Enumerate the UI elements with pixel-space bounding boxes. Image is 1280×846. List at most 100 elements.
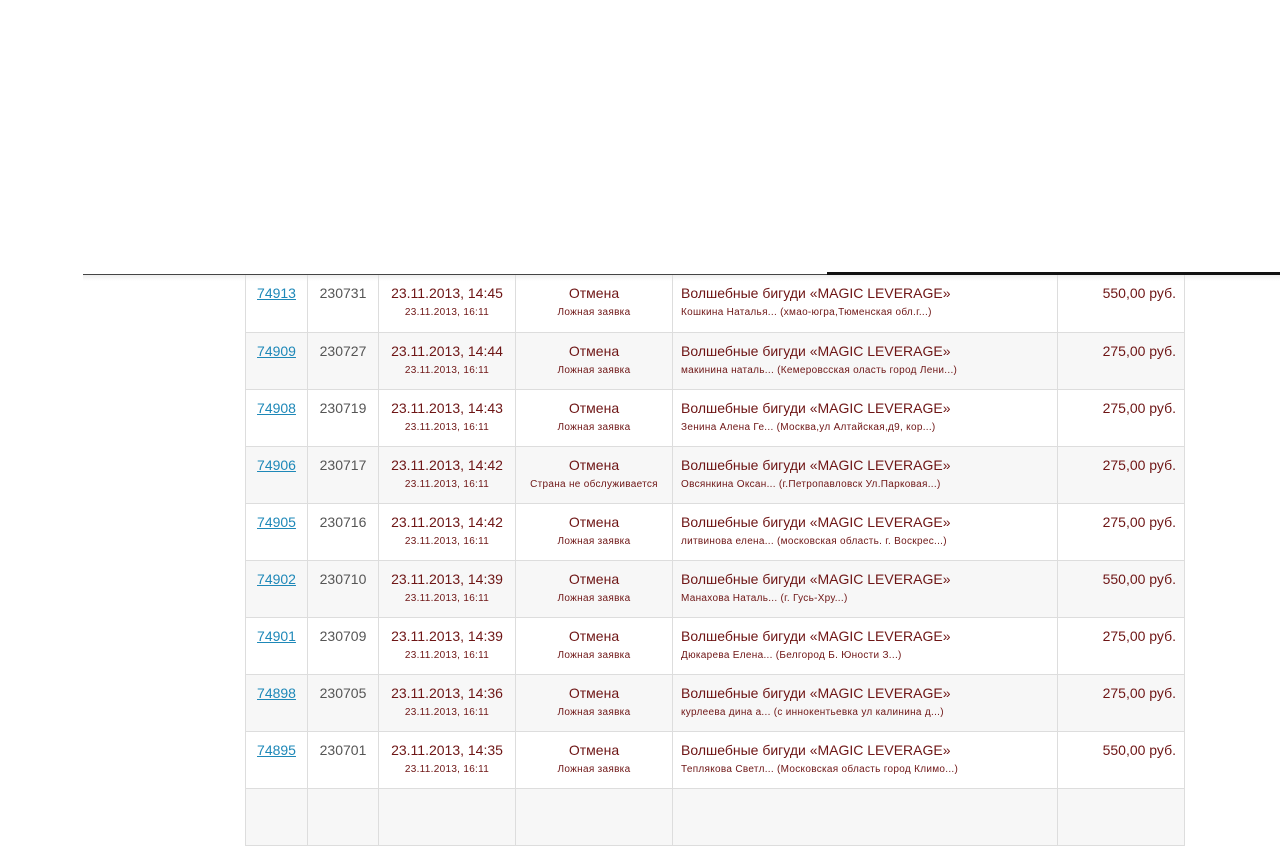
product-name: Волшебные бигуди «MAGIC LEVERAGE» — [681, 570, 951, 587]
product-name: Волшебные бигуди «MAGIC LEVERAGE» — [681, 342, 951, 359]
order-id-cell: 74895 — [245, 731, 308, 789]
order-number: 230701 — [307, 731, 379, 789]
product-name: Волшебные бигуди «MAGIC LEVERAGE» — [681, 684, 951, 701]
product-name: Волшебные бигуди «MAGIC LEVERAGE» — [681, 513, 951, 530]
order-number: 230709 — [307, 617, 379, 675]
status-cell: Отмена Ложная заявка — [515, 617, 673, 675]
table-row: 74901 230709 23.11.2013, 14:39 23.11.2013… — [245, 617, 1185, 675]
updated-date: 23.11.2013, 16:11 — [404, 421, 490, 433]
status-reason: Ложная заявка — [557, 706, 631, 718]
product-name: Волшебные бигуди «MAGIC LEVERAGE» — [681, 456, 951, 473]
order-id-cell: 74909 — [245, 332, 308, 390]
order-id-cell: 74913 — [245, 275, 308, 333]
order-link[interactable]: 74909 — [257, 342, 296, 359]
customer-info: литвинова елена... (московская область. … — [681, 535, 947, 547]
table-row: 74913 230731 23.11.2013, 14:45 23.11.2013… — [245, 275, 1185, 333]
date-cell: 23.11.2013, 14:39 23.11.2013, 16:11 — [378, 560, 516, 618]
status-cell: Отмена Ложная заявка — [515, 674, 673, 732]
status: Отмена — [568, 456, 620, 473]
order-id-cell: 74906 — [245, 446, 308, 504]
product-cell: Волшебные бигуди «MAGIC LEVERAGE» литвино… — [672, 503, 1058, 561]
updated-date: 23.11.2013, 16:11 — [404, 535, 490, 547]
order-link[interactable]: 74902 — [257, 570, 296, 587]
customer-info: Зенина Алена Ге... (Москва,ул Алтайская,… — [681, 421, 936, 433]
product-cell: Волшебные бигуди «MAGIC LEVERAGE» Кошкина… — [672, 275, 1058, 333]
price: 275,00 руб. — [1057, 389, 1185, 447]
price: 275,00 руб. — [1057, 503, 1185, 561]
date-cell: 23.11.2013, 14:45 23.11.2013, 16:11 — [378, 275, 516, 333]
status-cell: Отмена Ложная заявка — [515, 731, 673, 789]
table-row — [245, 788, 1185, 846]
table-row: 74898 230705 23.11.2013, 14:36 23.11.2013… — [245, 674, 1185, 732]
status-cell: Отмена Ложная заявка — [515, 560, 673, 618]
status-reason: Ложная заявка — [557, 307, 631, 318]
status-cell: Отмена Ложная заявка — [515, 389, 673, 447]
order-number: 230716 — [307, 503, 379, 561]
created-date: 23.11.2013, 14:42 — [391, 513, 503, 530]
status-cell: Отмена Ложная заявка — [515, 503, 673, 561]
created-date: 23.11.2013, 14:36 — [391, 684, 503, 701]
price: 275,00 руб. — [1057, 617, 1185, 675]
status: Отмена — [568, 399, 620, 416]
updated-date: 23.11.2013, 16:11 — [404, 763, 490, 775]
date-cell: 23.11.2013, 14:44 23.11.2013, 16:11 — [378, 332, 516, 390]
order-id-cell: 74898 — [245, 674, 308, 732]
updated-date: 23.11.2013, 16:11 — [404, 592, 490, 604]
updated-date: 23.11.2013, 16:11 — [404, 649, 490, 661]
updated-date: 23.11.2013, 16:11 — [404, 706, 490, 718]
updated-date: 23.11.2013, 16:11 — [404, 307, 490, 318]
product-cell: Волшебные бигуди «MAGIC LEVERAGE» Манахов… — [672, 560, 1058, 618]
status-cell: Отмена Страна не обслуживается — [515, 446, 673, 504]
order-id-cell: 74902 — [245, 560, 308, 618]
table-row: 74902 230710 23.11.2013, 14:39 23.11.2013… — [245, 560, 1185, 618]
order-number: 230731 — [307, 275, 379, 333]
customer-info: Манахова Наталь... (г. Гусь-Хру...) — [681, 592, 848, 604]
product-name: Волшебные бигуди «MAGIC LEVERAGE» — [681, 627, 951, 644]
orders-table: 74913 230731 23.11.2013, 14:45 23.11.2013… — [245, 275, 1185, 846]
table-row: 74908 230719 23.11.2013, 14:43 23.11.2013… — [245, 389, 1185, 447]
table-row: 74895 230701 23.11.2013, 14:35 23.11.2013… — [245, 731, 1185, 789]
status-cell: Отмена Ложная заявка — [515, 332, 673, 390]
table-row: 74906 230717 23.11.2013, 14:42 23.11.2013… — [245, 446, 1185, 504]
order-number: 230727 — [307, 332, 379, 390]
customer-info: Теплякова Светл... (Московская область г… — [681, 763, 959, 775]
customer-info: макинина наталь... (Кемеровсская оласть … — [681, 364, 958, 376]
updated-date: 23.11.2013, 16:11 — [404, 478, 490, 490]
status: Отмена — [568, 513, 620, 530]
order-link[interactable]: 74901 — [257, 627, 296, 644]
status-reason: Ложная заявка — [557, 421, 631, 433]
date-cell: 23.11.2013, 14:39 23.11.2013, 16:11 — [378, 617, 516, 675]
order-link[interactable]: 74906 — [257, 456, 296, 473]
product-cell: Волшебные бигуди «MAGIC LEVERAGE» Зенина … — [672, 389, 1058, 447]
status: Отмена — [568, 342, 620, 359]
price: 550,00 руб. — [1057, 560, 1185, 618]
date-cell: 23.11.2013, 14:42 23.11.2013, 16:11 — [378, 446, 516, 504]
header-divider — [83, 274, 827, 275]
product-cell: Волшебные бигуди «MAGIC LEVERAGE» Овсянки… — [672, 446, 1058, 504]
status: Отмена — [568, 570, 620, 587]
table-row: 74909 230727 23.11.2013, 14:44 23.11.2013… — [245, 332, 1185, 390]
order-link[interactable]: 74908 — [257, 399, 296, 416]
customer-info: Кошкина Наталья... (хмао-югра,Тюменская … — [681, 307, 932, 318]
customer-info: Дюкарева Елена... (Белгород Б. Юности З.… — [681, 649, 902, 661]
status: Отмена — [568, 684, 620, 701]
created-date: 23.11.2013, 14:39 — [391, 627, 503, 644]
product-name: Волшебные бигуди «MAGIC LEVERAGE» — [681, 741, 951, 758]
customer-info: Овсянкина Оксан... (г.Петропавловск Ул.П… — [681, 478, 941, 490]
created-date: 23.11.2013, 14:45 — [391, 285, 503, 301]
created-date: 23.11.2013, 14:42 — [391, 456, 503, 473]
order-number: 230719 — [307, 389, 379, 447]
status-reason: Страна не обслуживается — [530, 478, 658, 490]
order-id-cell: 74908 — [245, 389, 308, 447]
created-date: 23.11.2013, 14:44 — [391, 342, 503, 359]
status: Отмена — [568, 741, 620, 758]
order-link[interactable]: 74905 — [257, 513, 296, 530]
order-link[interactable]: 74898 — [257, 684, 296, 701]
order-link[interactable]: 74913 — [257, 285, 296, 301]
status-reason: Ложная заявка — [557, 763, 631, 775]
price: 275,00 руб. — [1057, 446, 1185, 504]
price: 275,00 руб. — [1057, 332, 1185, 390]
customer-info: курлеева дина а... (с иннокентьевка ул к… — [681, 706, 944, 718]
order-link[interactable]: 74895 — [257, 741, 296, 758]
date-cell: 23.11.2013, 14:43 23.11.2013, 16:11 — [378, 389, 516, 447]
